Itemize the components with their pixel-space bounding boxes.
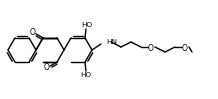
Text: HO: HO xyxy=(82,22,93,28)
Text: O: O xyxy=(44,63,49,72)
Text: HO: HO xyxy=(80,72,92,78)
Text: HN: HN xyxy=(106,39,117,45)
Text: O: O xyxy=(30,28,36,37)
Text: O: O xyxy=(148,43,154,52)
Text: O: O xyxy=(182,43,188,52)
